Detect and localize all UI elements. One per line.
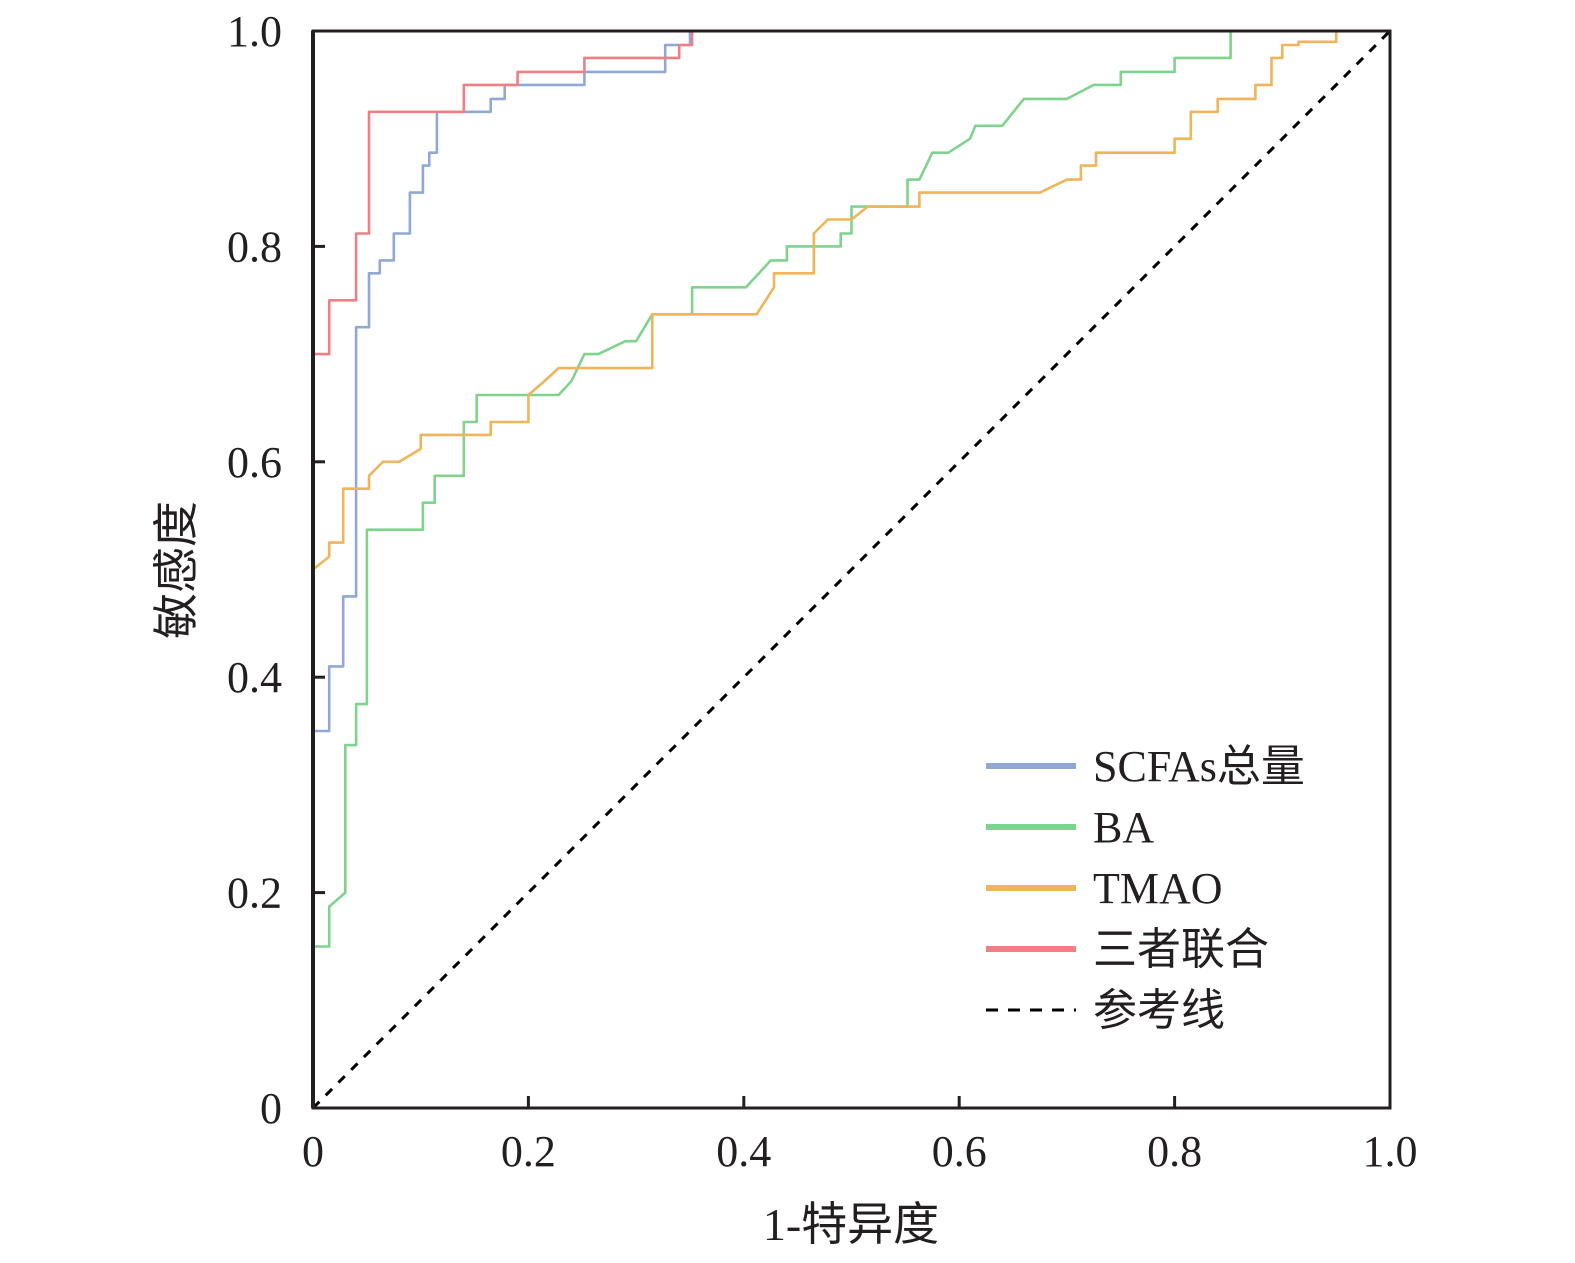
legend-label-ba: BA	[1093, 803, 1154, 852]
y-tick-label: 0.8	[227, 222, 282, 271]
series-line-ba	[311, 29, 1390, 1108]
series-line-combined	[311, 29, 1390, 1108]
x-tick-label: 0.4	[716, 1127, 771, 1176]
x-axis-title: 1-特异度	[763, 1199, 939, 1250]
x-tick-label: 0.8	[1147, 1127, 1202, 1176]
x-tick-label: 0.2	[501, 1127, 556, 1176]
tick-layer: 0 0.2 0.4 0.6 0.8 1.0 0 0.2 0.4 0.6 0.8 1.0	[227, 7, 1418, 1176]
x-tick-label: 0	[302, 1127, 324, 1176]
series-layer	[311, 29, 1392, 1110]
series-line-tmao	[311, 29, 1390, 1108]
series-line-scfas	[311, 29, 1390, 1108]
y-tick-label: 1.0	[227, 7, 282, 56]
series-line-reference	[311, 29, 1392, 1110]
y-tick-label: 0.6	[227, 438, 282, 487]
x-tick-label: 1.0	[1363, 1127, 1418, 1176]
y-axis-title: 敏感度	[151, 501, 202, 639]
y-tick-label: 0.2	[227, 869, 282, 918]
y-tick-label: 0.4	[227, 653, 282, 702]
legend-label-tmao: TMAO	[1093, 864, 1223, 913]
legend-label-scfas: SCFAs总量	[1093, 742, 1305, 791]
y-tick-label: 0	[260, 1084, 282, 1133]
legend-label-reference: 参考线	[1093, 986, 1225, 1035]
x-tick-label: 0.6	[932, 1127, 987, 1176]
legend-label-combined: 三者联合	[1093, 925, 1269, 974]
